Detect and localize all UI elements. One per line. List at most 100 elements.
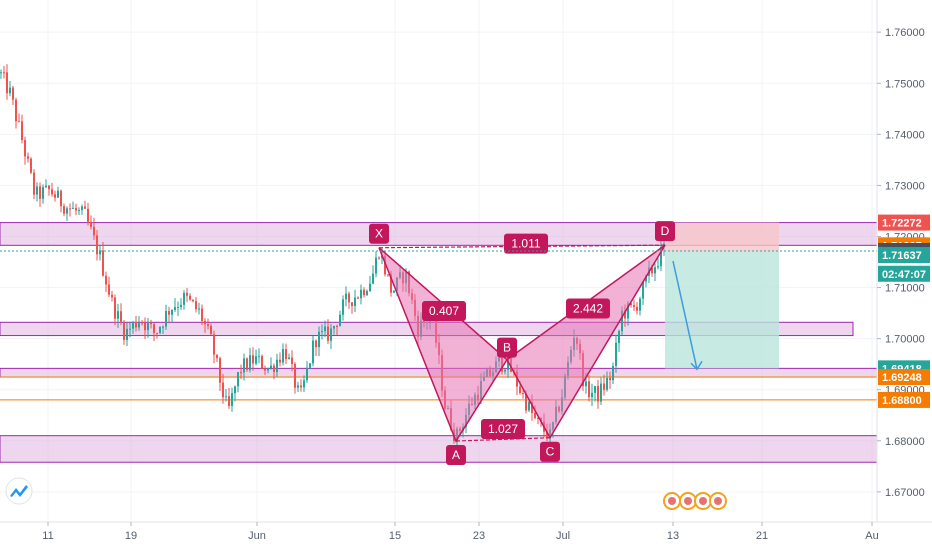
candle-body [45, 185, 47, 188]
time-tick-label: 19 [125, 530, 137, 542]
pattern-point-badge [446, 445, 466, 466]
projection-arrowhead [690, 360, 703, 371]
candle-body [246, 358, 248, 370]
pattern-point-badge [540, 441, 560, 462]
candle-body [183, 292, 185, 305]
candle-body [66, 208, 68, 214]
candle-body [300, 385, 302, 388]
stop-loss-zone [665, 222, 779, 252]
ratio-badge [422, 301, 466, 322]
candle-body [210, 325, 212, 335]
ratio-badge [481, 419, 525, 440]
candle-body [378, 257, 380, 259]
candle-body [327, 326, 329, 341]
harmonic-pattern[interactable]: X A B C D 0.407 1.011 1.027 2.442 [369, 221, 675, 466]
candle-body [318, 331, 320, 348]
flag-icon [684, 497, 692, 505]
price-tag [878, 265, 930, 282]
price-tick-label: 1.75000 [885, 78, 925, 90]
candle-body [237, 372, 239, 387]
candle-body [615, 342, 617, 367]
candle-body [9, 87, 11, 94]
candle-body [99, 250, 101, 255]
candle-body [189, 295, 191, 300]
pattern-bcd-triangle [506, 244, 666, 440]
candle-body [612, 366, 614, 381]
candle-body [639, 298, 641, 311]
candle-body [138, 322, 140, 328]
pattern-point-b: B [503, 341, 511, 355]
candle-body [270, 365, 272, 369]
candle-body [111, 294, 113, 298]
candle-body [204, 320, 206, 325]
time-tick-label: Au [865, 530, 878, 542]
candle-body [171, 309, 173, 315]
candle-body [546, 431, 548, 439]
candle-body [240, 372, 242, 374]
candle-body [333, 325, 335, 329]
candle-body [606, 377, 608, 390]
candle-body [147, 322, 149, 331]
candle-body [36, 186, 38, 195]
candle-body [390, 274, 392, 293]
candle-body [51, 189, 53, 195]
time-tick-label: 23 [473, 530, 485, 542]
price-axis[interactable]: 1.670001.680001.690001.700001.710001.720… [876, 0, 932, 522]
ratio-badge [504, 233, 548, 254]
candle-body [324, 326, 326, 332]
candle-body [198, 308, 200, 310]
event-markers[interactable] [663, 492, 727, 510]
candle-body [117, 311, 119, 319]
candle-body [186, 292, 188, 296]
candle-body [321, 331, 323, 333]
price-tick-label: 1.71000 [885, 283, 925, 295]
time-axis-bg [0, 522, 932, 550]
candle-body [168, 311, 170, 315]
take-profit-zone [665, 251, 779, 369]
candle-body [342, 299, 344, 315]
candle-body [315, 340, 317, 348]
candle-body [120, 311, 122, 323]
candle-body [294, 363, 296, 388]
projection-line [672, 260, 698, 370]
candle-body [102, 250, 104, 276]
candle-body [126, 328, 128, 341]
candle-body [369, 283, 371, 292]
candle-body [219, 358, 221, 383]
time-tick-label: 15 [389, 530, 401, 542]
candle-body [303, 380, 305, 388]
price-tick-label: 1.74000 [885, 129, 925, 141]
candle-body [363, 289, 365, 296]
time-tick-label: 13 [667, 530, 679, 542]
candle-body [159, 326, 161, 333]
candle-body [357, 297, 359, 299]
price-tag [878, 247, 930, 264]
candle-body [231, 393, 233, 407]
candle-body [366, 291, 368, 296]
candle-body [267, 368, 269, 371]
candle-body [252, 355, 254, 364]
candle-body [42, 187, 44, 199]
ratio-label: 1.011 [511, 237, 540, 251]
candle-body [372, 273, 374, 284]
candle-body [345, 293, 347, 300]
candle-body [651, 267, 653, 274]
candle-body [585, 381, 587, 387]
time-axis[interactable]: 11 19 Jun 15 23 Jul 13 21 Au [0, 521, 932, 550]
candle-body [375, 257, 377, 274]
price-tag-label: 1.72272 [882, 218, 922, 230]
candle-body [519, 386, 521, 394]
candle-body [180, 304, 182, 308]
pattern-point-d: D [661, 224, 670, 238]
tradingview-logo[interactable] [5, 477, 33, 505]
short-position-tool[interactable] [665, 222, 779, 369]
candle-body [618, 331, 620, 343]
candle-body [603, 383, 605, 390]
candle-body [174, 307, 176, 310]
candle-body [522, 393, 524, 395]
support-resistance-zone [0, 435, 878, 463]
candle-body [213, 334, 215, 355]
candle-body [609, 377, 611, 381]
